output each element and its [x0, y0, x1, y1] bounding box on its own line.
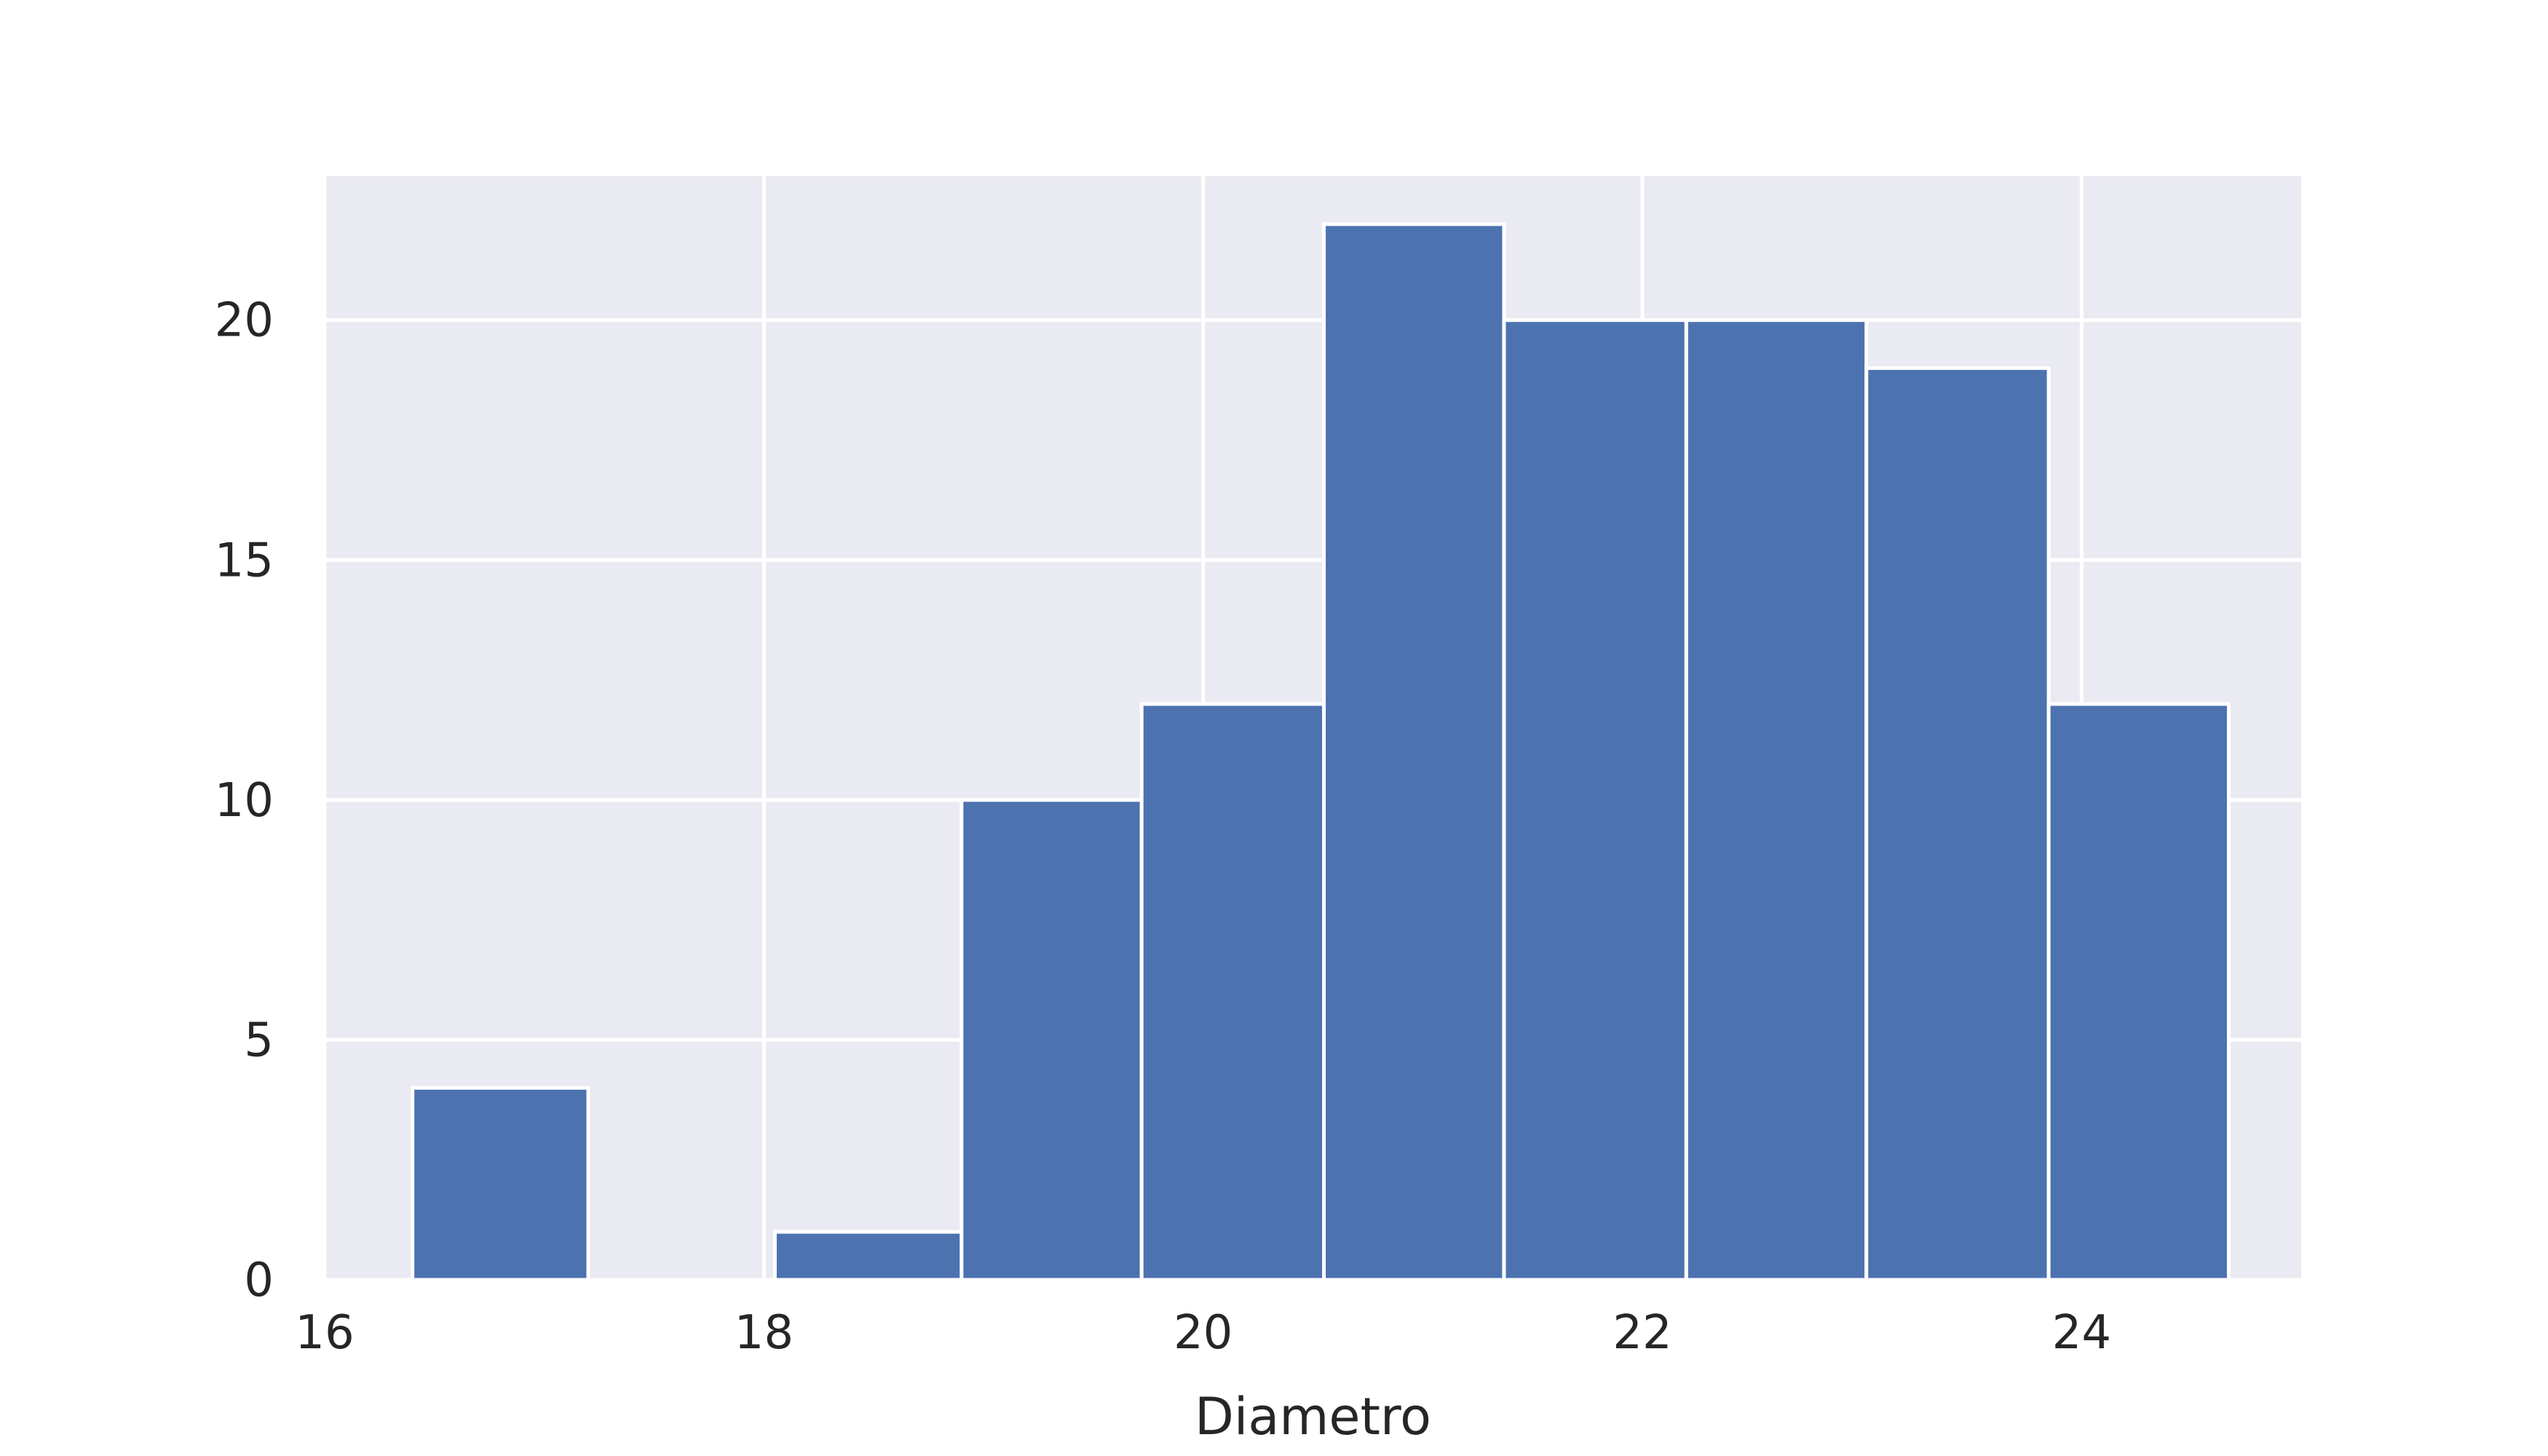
histogram-bar: [960, 798, 1144, 1282]
y-tick-label: 5: [244, 1013, 274, 1067]
histogram-bar: [2046, 702, 2231, 1282]
histogram-bar: [1139, 702, 1326, 1282]
histogram-bar: [411, 1085, 590, 1282]
x-tick-label: 22: [1613, 1306, 1671, 1360]
x-tick-label: 24: [2052, 1306, 2111, 1360]
x-tick-label: 16: [295, 1306, 354, 1360]
histogram-bars: [411, 222, 2231, 1282]
y-axis-ticks: 0 5 10 15 20: [215, 294, 274, 1307]
histogram-bar: [1684, 318, 1869, 1282]
histogram-bar: [1322, 222, 1506, 1282]
y-tick-label: 20: [215, 294, 274, 348]
histogram-bar: [772, 1230, 964, 1282]
histogram-bar: [1502, 318, 1688, 1282]
x-tick-label: 20: [1174, 1306, 1233, 1360]
x-tick-label: 18: [735, 1306, 794, 1360]
x-axis-label: Diametro: [1195, 1387, 1431, 1447]
x-axis-ticks: 16 18 20 22 24: [295, 1306, 2111, 1360]
y-tick-label: 10: [215, 774, 274, 828]
y-tick-label: 15: [215, 534, 274, 587]
y-tick-label: 0: [244, 1254, 274, 1307]
histogram-bar: [1864, 366, 2051, 1282]
